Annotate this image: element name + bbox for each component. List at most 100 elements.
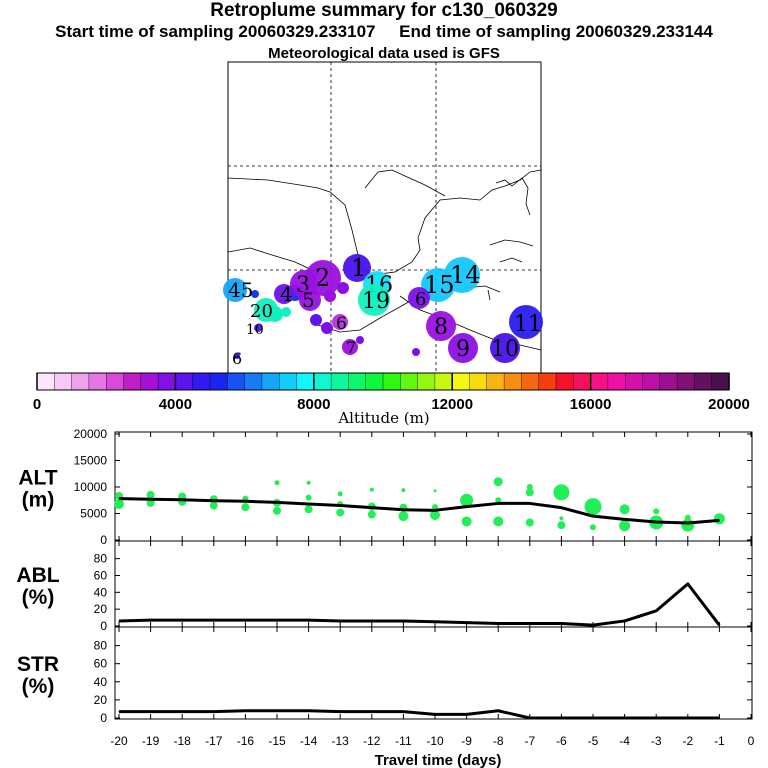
mean-point xyxy=(213,619,215,621)
x-tick-label: -4 xyxy=(619,734,630,748)
colorbar-swatch xyxy=(538,372,557,391)
mean-point xyxy=(150,498,152,500)
colorbar-swatch xyxy=(175,372,194,391)
mean-point xyxy=(308,619,310,621)
y-tick-label: 20 xyxy=(94,693,108,707)
colorbar-tick-label: 8000 xyxy=(297,396,330,413)
y-tick-label: 0 xyxy=(100,533,107,547)
mean-point xyxy=(371,620,373,622)
altitude-scatter-point xyxy=(369,487,374,492)
mean-point xyxy=(434,509,436,511)
colorbar-swatch xyxy=(607,372,626,391)
mean-point xyxy=(560,717,562,719)
colorbar-swatch xyxy=(659,372,678,391)
colorbar-swatch xyxy=(521,372,540,391)
colorbar-swatch xyxy=(105,372,125,391)
mean-line xyxy=(119,709,720,720)
trajectory-blob xyxy=(421,268,455,302)
y-tick-label: 80 xyxy=(94,639,108,653)
x-tick-label: -9 xyxy=(461,734,472,748)
time-series-panels: ALT(m)05000100001500020000ABL(%)02040608… xyxy=(16,427,754,748)
trajectory-blob xyxy=(448,333,478,363)
mean-point xyxy=(529,717,531,719)
trajectory-dot xyxy=(412,348,420,356)
mean-point xyxy=(150,711,152,713)
colorbar-swatch xyxy=(123,372,142,391)
mean-point xyxy=(655,521,657,523)
mean-point xyxy=(181,499,183,501)
trajectory-dot xyxy=(356,336,364,344)
x-tick-label: -3 xyxy=(651,734,662,748)
colorbar-swatch xyxy=(469,372,488,391)
colorbar-swatch xyxy=(279,372,298,391)
mean-point xyxy=(592,624,594,626)
altitude-scatter-point xyxy=(653,508,660,515)
day-label: 2 xyxy=(315,264,330,292)
trajectory-blob xyxy=(299,289,321,311)
altitude-scatter-point xyxy=(495,497,502,504)
mean-point xyxy=(718,717,720,719)
y-axis-label: STR xyxy=(17,653,59,676)
mean-point xyxy=(371,507,373,509)
trajectory-blob xyxy=(254,324,262,332)
mean-point xyxy=(592,717,594,719)
altitude-scatter-point xyxy=(401,488,406,493)
colorbar-swatch xyxy=(209,372,228,391)
trajectory-dot xyxy=(251,290,259,298)
day-label: 4 xyxy=(280,282,293,306)
x-tick-label: -20 xyxy=(110,734,128,748)
trajectory-points: 12345678910111415161920456106 xyxy=(223,254,543,368)
colorbar-tick-label: 4000 xyxy=(159,396,192,413)
mean-point xyxy=(687,717,689,719)
mean-point xyxy=(466,506,468,508)
x-tick-label: -2 xyxy=(682,734,693,748)
trajectory-blob xyxy=(274,284,294,304)
mean-point xyxy=(118,711,120,713)
trajectory-blob xyxy=(342,339,358,355)
x-tick-label: -19 xyxy=(142,734,160,748)
altitude-scatter-point xyxy=(559,516,564,521)
colorbar-swatch xyxy=(382,372,401,391)
trajectory-blob xyxy=(490,333,520,363)
altitude-scatter-point xyxy=(525,518,534,527)
mean-point xyxy=(244,500,246,502)
mean-point xyxy=(402,620,404,622)
mean-point xyxy=(687,583,689,585)
trajectory-dot xyxy=(281,307,291,317)
mean-point xyxy=(655,717,657,719)
mean-point xyxy=(402,509,404,511)
map-frame xyxy=(227,61,542,374)
mean-point xyxy=(718,624,720,626)
altitude-scatter-point xyxy=(274,480,280,486)
day-label: 10 xyxy=(246,322,264,338)
mean-point xyxy=(497,710,499,712)
altitude-scatter-point xyxy=(337,491,343,497)
colorbar-swatch xyxy=(227,372,246,391)
x-tick-label: -17 xyxy=(205,734,223,748)
mean-point xyxy=(181,711,183,713)
altitude-scatter-point xyxy=(584,498,602,516)
x-tick-label: -18 xyxy=(174,734,192,748)
y-axis-unit: (%) xyxy=(22,675,55,698)
y-tick-label: 20000 xyxy=(74,427,108,441)
x-tick-label: -5 xyxy=(588,734,599,748)
mean-point xyxy=(308,710,310,712)
y-tick-label: 40 xyxy=(94,675,108,689)
altitude-scatter-point xyxy=(526,484,533,490)
day-label: 20 xyxy=(250,301,273,322)
colorbar-swatch xyxy=(625,372,644,391)
mean-point xyxy=(150,619,152,621)
x-tick-label: -13 xyxy=(332,734,350,748)
altitude-scatter-point xyxy=(306,480,311,485)
altitude-scatter-point xyxy=(146,490,155,499)
colorbar-tick-label: 12000 xyxy=(431,396,473,413)
sampling-times: Start time of sampling 20060329.233107 E… xyxy=(55,22,713,41)
trajectory-map: 12345678910111415161920456106 xyxy=(223,61,543,374)
colorbar-swatch xyxy=(192,372,211,391)
colorbar-swatch xyxy=(573,372,592,391)
x-tick-label: -6 xyxy=(556,734,567,748)
colorbar-swatch xyxy=(36,372,55,391)
mean-point xyxy=(339,620,341,622)
colorbar-swatch xyxy=(313,372,332,391)
